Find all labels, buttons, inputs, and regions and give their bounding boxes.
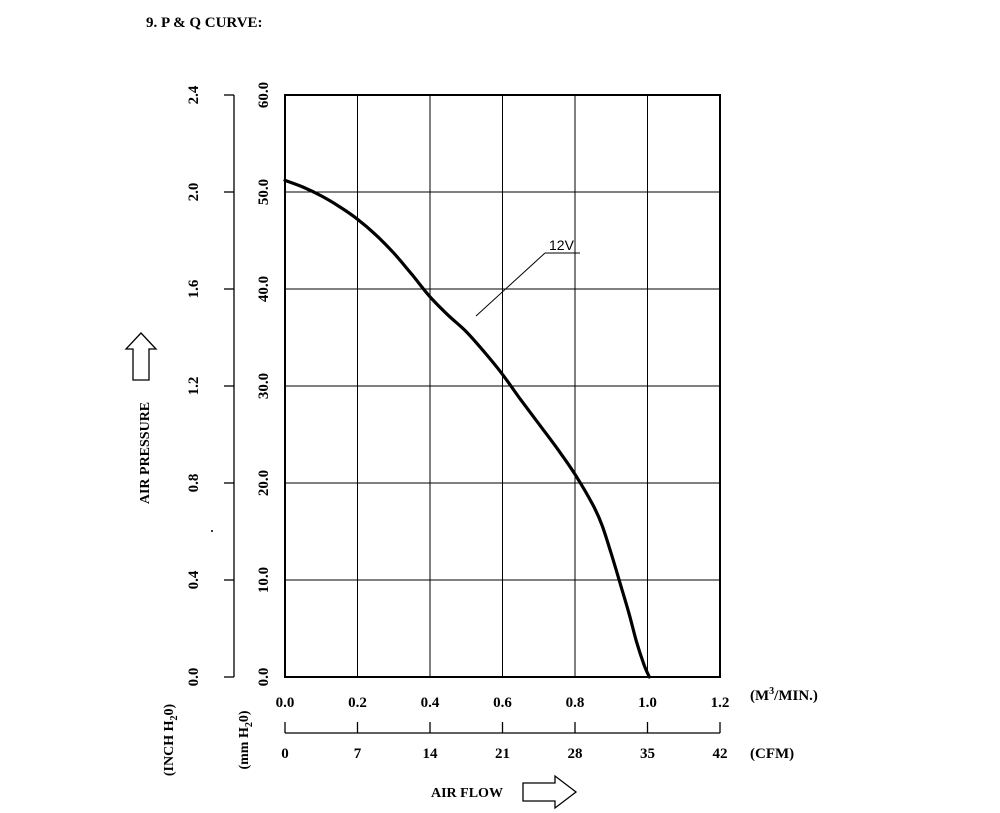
x-tick-label: 1.2 — [711, 695, 730, 711]
x-tick-label: 0.8 — [566, 695, 585, 711]
y-tick-label-mm: 60.0 — [256, 82, 272, 108]
x-axis-title: AIR FLOW — [431, 786, 503, 801]
x-tick-label: 0.6 — [493, 695, 512, 711]
x-unit-primary: (M3/MIN.) — [750, 686, 818, 704]
y-tick-label-inch: 1.2 — [186, 377, 202, 396]
y-tick-label-mm: 40.0 — [256, 276, 272, 302]
x-tick-label: 0.4 — [421, 695, 440, 711]
x-tick-label-cfm: 14 — [423, 746, 439, 762]
y-axis-scales — [224, 94, 235, 678]
series-label-12v: 12V — [549, 237, 575, 253]
cfm-axis-scale — [284, 722, 721, 734]
right-arrow-icon — [522, 774, 578, 810]
x-tick-label-cfm: 7 — [354, 746, 362, 762]
series-curve-12v — [283, 178, 651, 679]
x-tick-label-cfm: 42 — [713, 746, 728, 762]
annotation-leader-line — [475, 252, 546, 317]
x-tick-label: 1.0 — [638, 695, 657, 711]
plot-frame — [284, 94, 721, 678]
y-tick-label-inch: 0.4 — [186, 570, 202, 589]
x-tick-label-cfm: 21 — [495, 746, 510, 762]
x-tick-labels: 0.0 0.2 0.4 0.6 0.8 1.0 1.2 — [276, 695, 730, 711]
page-heading: 9. P & Q CURVE: — [146, 15, 263, 31]
x-tick-label-cfm: 28 — [568, 746, 583, 762]
chart-grid — [285, 95, 720, 677]
y-tick-label-mm: 0.0 — [256, 668, 272, 687]
y-tick-labels-inch: 0.0 0.4 0.8 1.2 1.6 2.0 2.4 — [186, 85, 202, 686]
y-axis-title: AIR PRESSURE — [138, 402, 153, 504]
y-unit-inch: (INCH H20) — [162, 704, 180, 777]
y-tick-label-inch: 2.0 — [186, 183, 202, 202]
x-tick-label-cfm: 35 — [640, 746, 655, 762]
x-tick-labels-cfm: 0 7 14 21 28 35 42 — [281, 746, 727, 762]
x-tick-label: 0.2 — [348, 695, 367, 711]
y-unit-mm: (mm H20) — [237, 710, 255, 769]
x-tick-label-cfm: 0 — [281, 746, 289, 762]
y-tick-labels-mm: 0.0 10.0 20.0 30.0 40.0 50.0 60.0 — [256, 82, 272, 687]
x-tick-label: 0.0 — [276, 695, 295, 711]
x-unit-secondary: (CFM) — [750, 746, 794, 762]
series-annotation: 12V — [475, 237, 580, 317]
y-tick-label-mm: 30.0 — [256, 373, 272, 399]
y-tick-label-inch: 0.0 — [186, 668, 202, 687]
stray-dot — [211, 530, 213, 532]
y-tick-label-mm: 20.0 — [256, 470, 272, 496]
y-tick-label-mm: 10.0 — [256, 567, 272, 593]
y-tick-label-inch: 0.8 — [186, 474, 202, 493]
y-tick-label-inch: 2.4 — [186, 85, 202, 104]
y-tick-label-mm: 50.0 — [256, 179, 272, 205]
y-tick-label-inch: 1.6 — [186, 279, 202, 298]
up-arrow-icon — [124, 332, 158, 381]
